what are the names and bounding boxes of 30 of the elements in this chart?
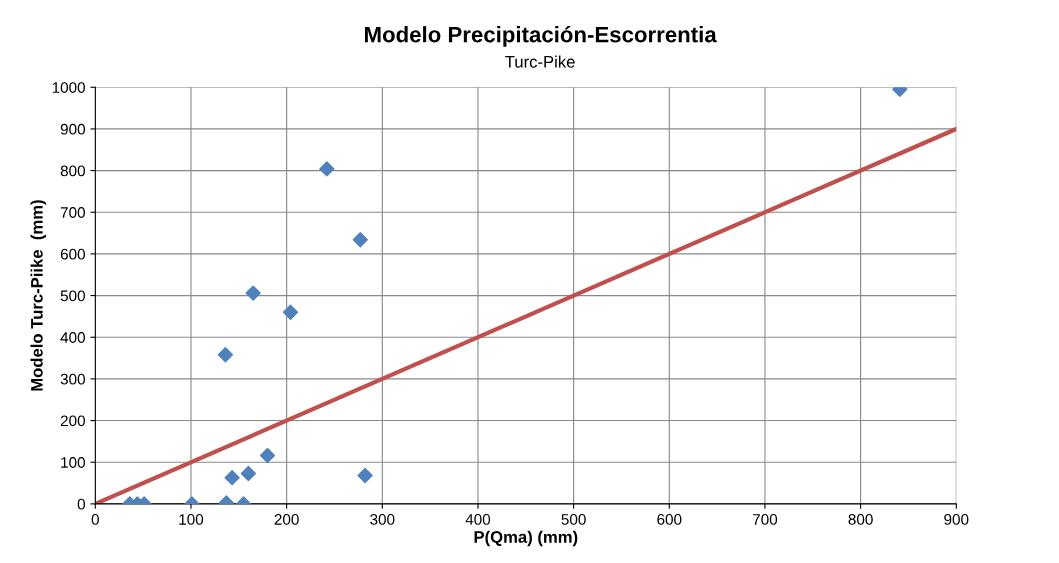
point — [282, 304, 299, 320]
x-tick-label: 300 — [370, 514, 395, 525]
y-tick-label: 700 — [60, 207, 85, 218]
y-tick-label: 500 — [60, 290, 85, 302]
y-axis-title: Modelo Turc-Piike (mm) — [30, 200, 47, 391]
x-axis-title: P(Qma) (mm) — [474, 530, 578, 547]
x-tick-label: 900 — [944, 514, 969, 525]
x-tick-label: 100 — [179, 514, 204, 525]
x-tick-label: 800 — [848, 514, 873, 525]
chart-subtitle: Turc-Pike — [505, 55, 575, 68]
y-tick-label: 800 — [60, 165, 85, 177]
y-tick-label: 1000 — [52, 82, 85, 93]
point — [319, 161, 335, 177]
y-tick-label: 300 — [60, 373, 85, 385]
x-tick-label: 400 — [465, 514, 491, 525]
y-tick-label: 400 — [60, 332, 85, 343]
y-tick-label: 200 — [60, 415, 85, 427]
point — [217, 347, 234, 363]
y-tick-label: 0 — [77, 498, 85, 510]
point — [352, 232, 368, 248]
x-tick-label: 700 — [752, 514, 778, 525]
y-tick-label: 600 — [60, 248, 85, 260]
y-tick-label: 100 — [61, 457, 85, 468]
x-tick-label: 0 — [91, 514, 99, 525]
x-tick-label: 600 — [657, 514, 682, 525]
x-tick-label: 200 — [274, 514, 299, 525]
x-tick-label: 500 — [561, 514, 586, 525]
chart-title: Modelo Precipitación-Escorrentia — [365, 25, 717, 47]
point — [245, 285, 261, 301]
y-tick-label: 900 — [60, 123, 85, 135]
